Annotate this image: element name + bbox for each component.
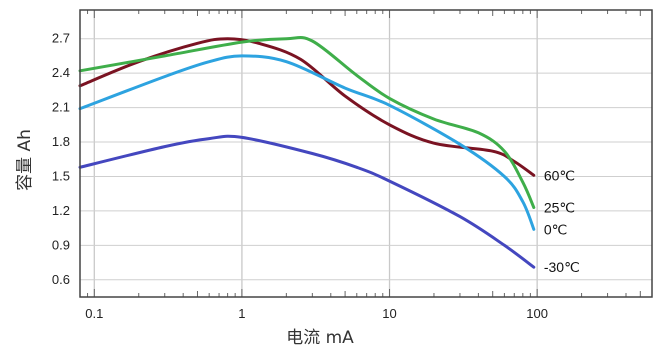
series-group bbox=[78, 35, 536, 269]
y-tick-label: 2.7 bbox=[52, 31, 70, 46]
series-line-2 bbox=[78, 54, 536, 231]
y-tick-label: 0.9 bbox=[52, 237, 70, 252]
y-tick-labels: 0.6 0.9 1.2 1.5 1.8 2.1 2.4 2.7 bbox=[52, 31, 70, 287]
x-tick-label: 100 bbox=[526, 306, 548, 321]
x-tick-label: 10 bbox=[382, 306, 396, 321]
series-labels: 60℃ 25℃ 0℃ -30℃ bbox=[544, 167, 580, 275]
series-label-3: -30℃ bbox=[544, 259, 580, 275]
series-line-1 bbox=[78, 35, 536, 209]
y-tick-label: 1.8 bbox=[52, 134, 70, 149]
y-tick-label: 1.2 bbox=[52, 203, 70, 218]
y-tick-label: 2.4 bbox=[52, 65, 70, 80]
y-tick-label: 1.5 bbox=[52, 168, 70, 183]
series-label-2: 0℃ bbox=[544, 221, 568, 237]
x-tick-label: 0.1 bbox=[85, 306, 103, 321]
series-label-0: 60℃ bbox=[544, 167, 575, 183]
series-line-3 bbox=[78, 134, 536, 269]
x-axis-title: 电流 mA bbox=[286, 328, 354, 348]
x-tick-labels: 0.1 1 10 100 bbox=[85, 306, 548, 321]
plot-background bbox=[80, 10, 652, 297]
series-label-1: 25℃ bbox=[544, 199, 575, 215]
x-tick-label: 1 bbox=[238, 306, 245, 321]
y-tick-label: 0.6 bbox=[52, 272, 70, 287]
grid bbox=[80, 10, 652, 297]
plot-frame bbox=[79, 9, 653, 298]
y-axis-title: 容量 Ah bbox=[15, 129, 35, 191]
y-tick-label: 2.1 bbox=[52, 100, 70, 115]
